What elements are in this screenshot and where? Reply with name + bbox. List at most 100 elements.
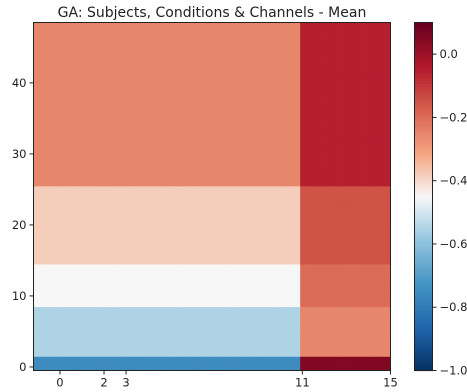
heatmap-cell — [79, 242, 83, 251]
heatmap-cell — [53, 50, 57, 59]
heatmap-cell — [148, 72, 151, 80]
heatmap-cell — [77, 178, 81, 187]
heatmap-cell — [40, 306, 43, 315]
heatmap-cell — [141, 143, 145, 151]
heatmap-cell — [40, 178, 43, 187]
heatmap-cell — [86, 36, 90, 45]
heatmap-cell — [156, 214, 160, 222]
heatmap-cell — [137, 100, 140, 109]
heatmap-cell — [154, 228, 158, 237]
heatmap-cell — [126, 292, 129, 300]
heatmap-cell — [119, 79, 123, 87]
heatmap-cell — [90, 271, 94, 279]
heatmap-cell — [112, 228, 116, 237]
heatmap-cell — [112, 356, 116, 364]
heatmap-cell — [141, 320, 145, 329]
heatmap-cell — [95, 79, 98, 87]
heatmap-cell — [104, 93, 107, 102]
heatmap-cell — [101, 207, 105, 215]
heatmap-cell — [130, 228, 134, 237]
heatmap-cell — [53, 342, 57, 350]
heatmap-cell — [126, 171, 129, 180]
heatmap-cell — [126, 58, 129, 66]
heatmap-cell — [165, 107, 169, 116]
heatmap-cell — [154, 320, 158, 329]
heatmap-cell — [66, 22, 70, 31]
heatmap-cell — [57, 242, 61, 251]
heatmap-cell — [159, 363, 162, 371]
heatmap-cell — [154, 43, 158, 52]
heatmap-cell — [86, 22, 90, 31]
heatmap-cell — [66, 121, 70, 130]
heatmap-cell — [73, 228, 76, 237]
heatmap-cell — [145, 171, 149, 180]
heatmap-cell — [97, 313, 101, 322]
heatmap-cell — [48, 263, 52, 272]
heatmap-cell — [132, 185, 136, 194]
heatmap-cell — [70, 327, 74, 336]
heatmap-cell — [121, 299, 125, 308]
heatmap-cell — [46, 306, 50, 315]
heatmap-cell — [145, 299, 149, 308]
heatmap-cell — [75, 72, 79, 80]
heatmap-cell — [141, 214, 145, 222]
heatmap-cell — [117, 349, 120, 357]
heatmap-cell — [81, 271, 85, 279]
heatmap-cell — [110, 356, 114, 364]
heatmap-cell — [90, 65, 94, 73]
heatmap-cell — [79, 136, 83, 144]
heatmap-cell — [161, 72, 165, 80]
heatmap-cell — [163, 263, 167, 272]
heatmap-cell — [152, 178, 156, 187]
heatmap-cell — [97, 242, 101, 251]
heatmap-cell — [106, 114, 109, 123]
heatmap-cell — [148, 171, 151, 180]
heatmap-cell — [106, 171, 109, 180]
heatmap-cell — [117, 242, 120, 251]
heatmap-cell — [66, 313, 70, 322]
heatmap-cell — [51, 313, 54, 322]
heatmap-cell — [59, 342, 63, 350]
heatmap-cell — [106, 313, 109, 322]
heatmap-cell — [112, 192, 116, 201]
heatmap-cell — [84, 235, 87, 244]
heatmap-cell — [126, 221, 129, 229]
heatmap-cell — [66, 214, 70, 222]
heatmap-cell — [139, 36, 142, 45]
heatmap-cell — [154, 178, 158, 187]
heatmap-cell — [159, 278, 162, 286]
heatmap-cell — [40, 228, 43, 237]
heatmap-cell — [37, 171, 41, 180]
heatmap-cell — [90, 22, 94, 31]
heatmap-cell — [81, 136, 85, 144]
heatmap-cell — [75, 129, 79, 137]
heatmap-cell — [35, 263, 39, 272]
heatmap-cell — [161, 150, 165, 158]
heatmap-cell — [75, 249, 79, 258]
heatmap-cell — [115, 285, 118, 293]
heatmap-cell — [93, 100, 96, 109]
heatmap-cell — [152, 29, 156, 38]
heatmap-cell — [121, 214, 125, 222]
heatmap-cell — [154, 22, 158, 31]
heatmap-cell — [137, 242, 140, 251]
heatmap-cell — [59, 306, 63, 315]
heatmap-cell — [42, 278, 46, 286]
heatmap-cell — [62, 58, 65, 66]
heatmap-cell — [51, 129, 54, 137]
heatmap-cell — [159, 143, 162, 151]
heatmap-cell — [62, 285, 65, 293]
heatmap-cell — [126, 121, 129, 130]
heatmap-cell — [51, 349, 54, 357]
heatmap-cell — [33, 50, 37, 59]
heatmap-cell — [37, 157, 41, 166]
heatmap-cell — [106, 43, 109, 52]
heatmap-cell — [104, 29, 107, 38]
heatmap-cell — [154, 207, 158, 215]
heatmap-cell — [77, 320, 81, 329]
heatmap-cell — [154, 192, 158, 201]
heatmap-cell — [59, 36, 63, 45]
heatmap-cell — [44, 221, 48, 229]
heatmap-cell — [86, 150, 90, 158]
